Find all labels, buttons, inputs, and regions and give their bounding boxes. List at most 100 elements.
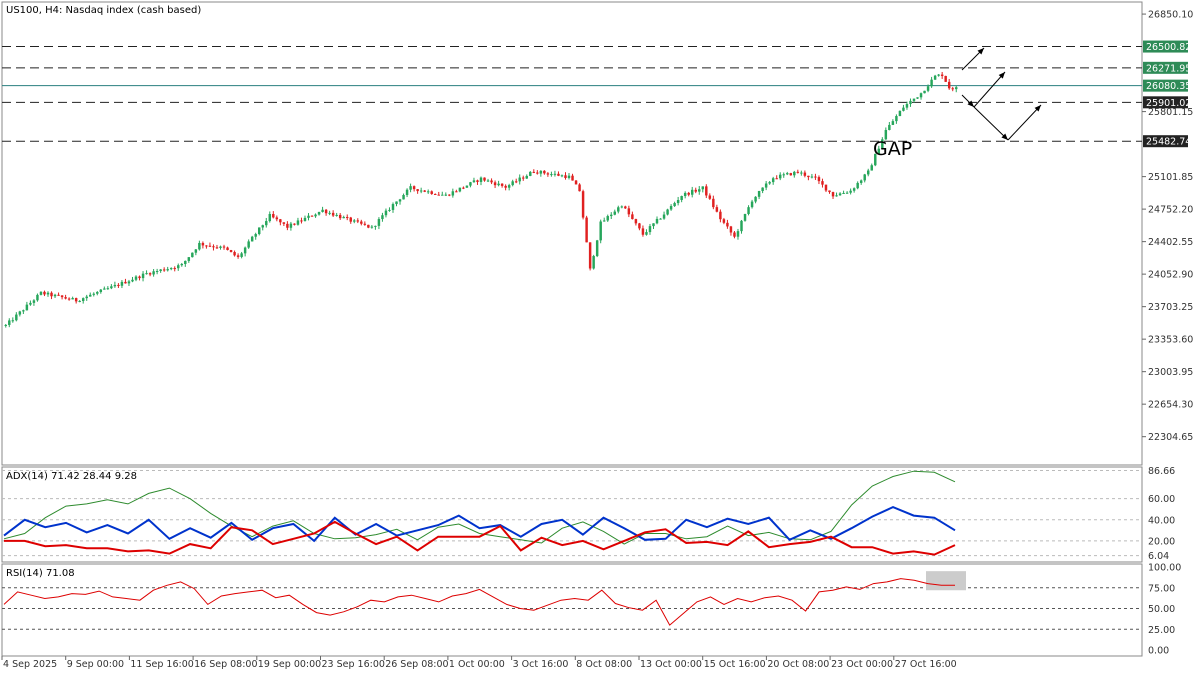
- candle-body: [602, 220, 606, 222]
- candle-body: [814, 176, 817, 178]
- candle-body: [159, 269, 162, 272]
- candle-body: [374, 225, 377, 227]
- candle-body: [469, 182, 472, 186]
- candle-body: [902, 107, 905, 111]
- candle-body: [289, 223, 293, 228]
- candle-body: [381, 215, 384, 220]
- candle-body: [606, 216, 609, 221]
- price-tick-label: 25801.15: [1148, 107, 1193, 118]
- candle-body: [134, 276, 138, 280]
- rsi-tick-label: 75.00: [1148, 583, 1175, 594]
- candle-body: [441, 194, 444, 196]
- price-tick-label: 23353.60: [1148, 335, 1193, 346]
- candle-body: [757, 191, 761, 197]
- candle-body: [782, 174, 785, 176]
- candle-body: [169, 268, 173, 270]
- time-tick-label: 15 Oct 16:00: [704, 659, 766, 670]
- adx-tick-label: 60.00: [1148, 494, 1175, 505]
- candle-body: [229, 250, 233, 253]
- candle-body: [525, 175, 528, 179]
- candle-body: [4, 324, 7, 326]
- adx-axis: 86.66 60.00 40.00 20.00 6.04: [1148, 466, 1175, 562]
- time-tick-label: 4 Sep 2025: [3, 659, 57, 670]
- candle-body: [303, 217, 307, 221]
- candle-body: [715, 207, 719, 212]
- candle-body: [402, 194, 405, 200]
- candle-body: [444, 194, 448, 196]
- gap-annotation: GAP: [873, 138, 912, 160]
- candle-body: [462, 187, 465, 189]
- candle-body: [198, 242, 201, 250]
- candle-body: [564, 175, 567, 178]
- candle-body: [307, 215, 310, 218]
- candle-body: [377, 219, 381, 226]
- candle-body: [581, 191, 585, 218]
- candle-body: [768, 182, 771, 184]
- candle-body: [705, 186, 708, 196]
- candle-body: [634, 219, 638, 224]
- candle-body: [708, 195, 712, 199]
- arrow-head: [977, 48, 984, 55]
- candle-body: [395, 201, 398, 205]
- candle-body: [191, 252, 194, 258]
- rsi-tick-label: 25.00: [1148, 625, 1175, 636]
- price-tick-label: 23003.95: [1148, 367, 1193, 378]
- adx-series-line: [3, 470, 956, 545]
- candle-body: [719, 211, 722, 220]
- candle-body: [518, 177, 521, 182]
- candle-body: [536, 172, 539, 174]
- candle-body: [317, 211, 321, 215]
- candle-body: [409, 186, 412, 190]
- candle-body: [571, 175, 574, 181]
- candle-body: [683, 192, 687, 197]
- candle-body: [324, 209, 328, 214]
- candle-body: [74, 298, 78, 302]
- candle-body: [113, 284, 117, 287]
- price-tick-label: 22304.65: [1148, 432, 1193, 443]
- candle-body: [219, 246, 222, 248]
- candle-body: [335, 214, 338, 216]
- candle-body: [416, 189, 419, 192]
- candle-body: [85, 296, 88, 299]
- price-tick-label: 24052.90: [1148, 270, 1193, 281]
- candle-body: [50, 292, 53, 297]
- candle-body: [465, 185, 469, 188]
- candle-body: [247, 241, 250, 248]
- candle-body: [493, 182, 497, 186]
- candle-body: [110, 286, 113, 289]
- candle-body: [426, 191, 430, 193]
- candle-body: [458, 187, 462, 192]
- candle-body: [690, 189, 694, 195]
- candle-body: [599, 221, 602, 241]
- candle-body: [557, 173, 560, 176]
- adx-grid: [2, 470, 1142, 557]
- adx-series-line: [3, 506, 956, 543]
- candle-body: [194, 249, 198, 253]
- candle-body: [905, 104, 909, 108]
- candle-body: [796, 171, 800, 173]
- time-tick-label: 3 Oct 16:00: [513, 659, 569, 670]
- candle-body: [243, 247, 247, 254]
- candle-body: [254, 234, 257, 237]
- candle-body: [448, 194, 451, 196]
- candle-body: [370, 226, 374, 228]
- candle-body: [810, 176, 814, 178]
- candle-body: [532, 171, 536, 173]
- candle-body: [567, 175, 571, 178]
- candle-body: [25, 304, 29, 311]
- candle-body: [856, 182, 859, 189]
- candle-body: [743, 213, 747, 221]
- candle-body: [356, 220, 360, 222]
- candle-body: [701, 186, 705, 190]
- candle-body: [761, 187, 764, 192]
- adx-tick-label: 40.00: [1148, 515, 1175, 526]
- candle-body: [184, 260, 187, 264]
- level-badge-label: 26271.95: [1146, 63, 1191, 74]
- candle-body: [342, 217, 345, 219]
- candle-body: [771, 178, 775, 183]
- candle-body: [99, 289, 103, 293]
- time-tick-label: 20 Oct 08:00: [767, 659, 829, 670]
- candle-body: [595, 240, 599, 257]
- candle-body: [694, 189, 697, 192]
- candle-body: [842, 192, 845, 194]
